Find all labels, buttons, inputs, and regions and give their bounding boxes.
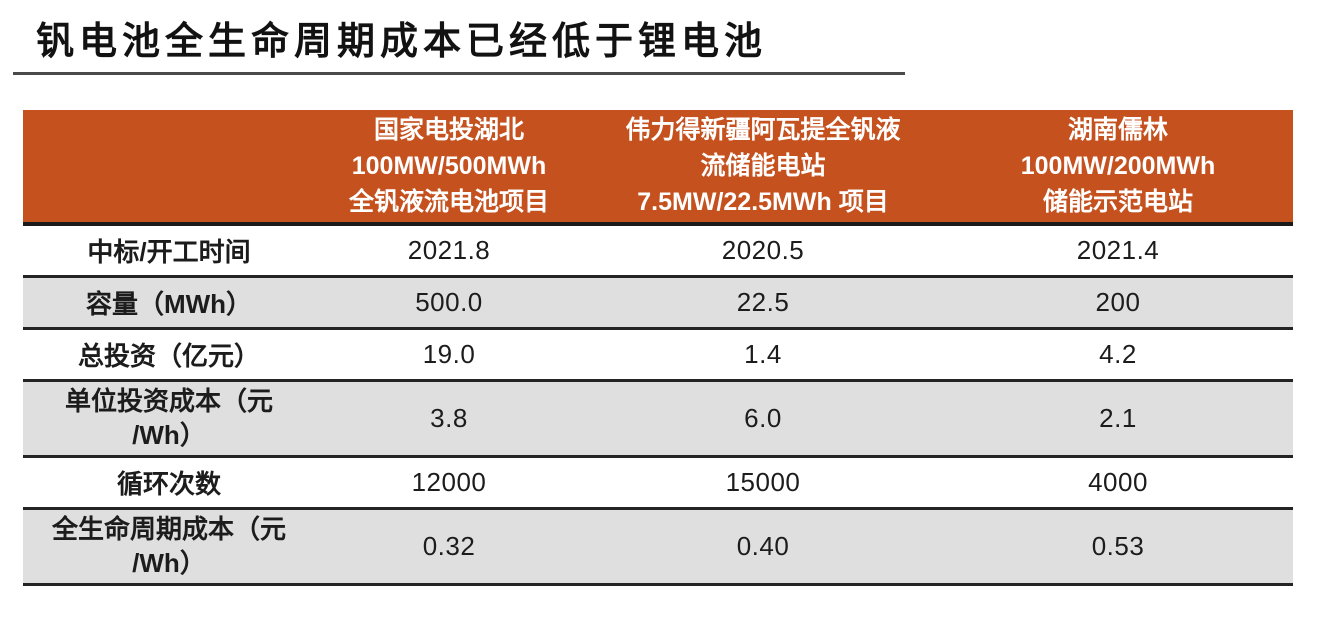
cell-value: 12000 <box>315 456 583 510</box>
row-label: 单位投资成本（元 /Wh） <box>23 380 315 458</box>
header-cell-project-vrb-xinjiang: 伟力得新疆阿瓦提全钒液 流储能电站 7.5MW/22.5MWh 项目 <box>583 110 943 226</box>
title-underline <box>13 72 905 75</box>
row-label: 循环次数 <box>23 456 315 510</box>
table-row-total-investment: 总投资（亿元） 19.0 1.4 4.2 <box>23 328 1293 382</box>
cell-value: 6.0 <box>583 380 943 458</box>
cell-value: 2020.5 <box>583 224 943 278</box>
cell-value: 0.32 <box>315 508 583 586</box>
cell-value: 22.5 <box>583 276 943 330</box>
row-label: 容量（MWh） <box>23 276 315 330</box>
project-comparison-table: 国家电投湖北 100MW/500MWh 全钒液流电池项目 伟力得新疆阿瓦提全钒液… <box>23 110 1293 586</box>
header-cell-empty <box>23 110 315 226</box>
cell-value: 2.1 <box>943 380 1293 458</box>
table-row-lifecycle-cost: 全生命周期成本（元 /Wh） 0.32 0.40 0.53 <box>23 508 1293 586</box>
row-label: 全生命周期成本（元 /Wh） <box>23 508 315 586</box>
table-row-cycle-count: 循环次数 12000 15000 4000 <box>23 456 1293 510</box>
row-label: 总投资（亿元） <box>23 328 315 382</box>
cell-value: 4000 <box>943 456 1293 510</box>
header-cell-project-spic-hubei: 国家电投湖北 100MW/500MWh 全钒液流电池项目 <box>315 110 583 226</box>
table-row-capacity: 容量（MWh） 500.0 22.5 200 <box>23 276 1293 330</box>
cell-value: 3.8 <box>315 380 583 458</box>
header-cell-project-hunan-rulin: 湖南儒林 100MW/200MWh 储能示范电站 <box>943 110 1293 226</box>
cell-value: 19.0 <box>315 328 583 382</box>
cell-value: 200 <box>943 276 1293 330</box>
cell-value: 0.53 <box>943 508 1293 586</box>
cell-value: 15000 <box>583 456 943 510</box>
table-header-row: 国家电投湖北 100MW/500MWh 全钒液流电池项目 伟力得新疆阿瓦提全钒液… <box>23 110 1293 226</box>
row-label: 中标/开工时间 <box>23 224 315 278</box>
cell-value: 2021.4 <box>943 224 1293 278</box>
table-row-unit-investment-cost: 单位投资成本（元 /Wh） 3.8 6.0 2.1 <box>23 380 1293 458</box>
table-row-bid-date: 中标/开工时间 2021.8 2020.5 2021.4 <box>23 224 1293 278</box>
cell-value: 1.4 <box>583 328 943 382</box>
page-title: 钒电池全生命周期成本已经低于锂电池 <box>36 21 768 63</box>
cell-value: 0.40 <box>583 508 943 586</box>
cell-value: 2021.8 <box>315 224 583 278</box>
cell-value: 4.2 <box>943 328 1293 382</box>
cell-value: 500.0 <box>315 276 583 330</box>
